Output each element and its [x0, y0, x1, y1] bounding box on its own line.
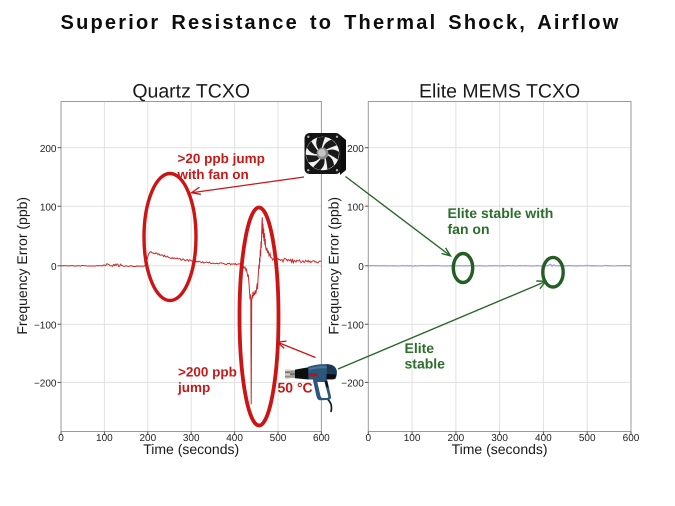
svg-text:with fan on: with fan on	[177, 167, 249, 182]
svg-text:−100: −100	[341, 321, 364, 332]
svg-text:0: 0	[358, 262, 364, 273]
svg-text:Frequency Error (ppb): Frequency Error (ppb)	[326, 197, 342, 335]
svg-text:>20 ppb jump: >20 ppb jump	[178, 151, 265, 166]
svg-text:400: 400	[535, 433, 552, 444]
svg-text:fan on: fan on	[448, 221, 490, 237]
svg-text:100: 100	[40, 203, 57, 214]
svg-text:400: 400	[226, 433, 243, 444]
svg-text:−200: −200	[341, 379, 364, 390]
svg-text:Time (seconds): Time (seconds)	[143, 441, 239, 457]
svg-text:Elite stable with: Elite stable with	[448, 205, 554, 221]
svg-text:Quartz TCXO: Quartz TCXO	[132, 81, 250, 103]
svg-text:200: 200	[347, 144, 364, 155]
svg-text:>200 ppb: >200 ppb	[178, 365, 237, 380]
svg-text:100: 100	[96, 433, 113, 444]
svg-text:0: 0	[51, 262, 57, 273]
svg-text:500: 500	[579, 433, 596, 444]
svg-text:−100: −100	[34, 321, 57, 332]
svg-text:Elite MEMS TCXO: Elite MEMS TCXO	[419, 81, 580, 103]
svg-text:0: 0	[366, 433, 372, 444]
svg-text:50 °C: 50 °C	[278, 380, 313, 396]
svg-text:300: 300	[183, 433, 200, 444]
svg-text:100: 100	[347, 203, 364, 214]
svg-text:Elite: Elite	[405, 340, 435, 356]
svg-text:Frequency Error (ppb): Frequency Error (ppb)	[14, 197, 30, 335]
svg-text:100: 100	[404, 433, 421, 444]
svg-text:200: 200	[448, 433, 465, 444]
svg-text:0: 0	[58, 433, 64, 444]
svg-text:500: 500	[270, 433, 287, 444]
svg-text:200: 200	[139, 433, 156, 444]
svg-text:stable: stable	[405, 355, 446, 371]
svg-text:jump: jump	[177, 380, 210, 395]
svg-text:−200: −200	[34, 379, 57, 390]
svg-text:Time (seconds): Time (seconds)	[452, 441, 548, 457]
svg-text:600: 600	[623, 433, 640, 444]
svg-text:300: 300	[491, 433, 508, 444]
svg-text:600: 600	[313, 433, 330, 444]
svg-text:200: 200	[40, 144, 57, 155]
